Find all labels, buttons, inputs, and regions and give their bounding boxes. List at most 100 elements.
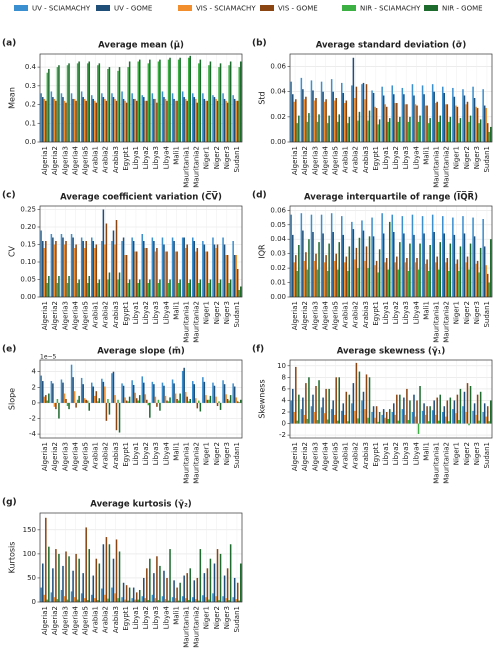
bar (127, 401, 129, 403)
bar (157, 61, 160, 142)
bar (157, 283, 160, 297)
bar (216, 244, 219, 297)
x-tick-label: Algeria3 (61, 442, 69, 471)
bar (423, 233, 425, 297)
bar (377, 421, 379, 424)
bar (316, 420, 319, 424)
bar (135, 592, 138, 602)
bar (228, 600, 230, 602)
bar (163, 97, 165, 142)
bar (479, 247, 482, 297)
bar (161, 382, 164, 403)
x-tick-label: Algeria1 (41, 301, 49, 330)
x-tick-label: Libya3 (402, 301, 410, 324)
bar (449, 116, 452, 142)
y-tick-label: 0.00 (270, 293, 286, 301)
bar (320, 407, 323, 424)
bar (328, 388, 330, 424)
bar (112, 230, 115, 297)
bar (429, 118, 431, 142)
bar (76, 283, 79, 297)
bar (147, 402, 150, 406)
bar (153, 573, 155, 602)
y-tick-label: 2 (32, 383, 36, 391)
bar (479, 391, 482, 424)
bar (143, 382, 145, 403)
bar (419, 386, 421, 424)
bar (439, 394, 441, 424)
bar (127, 600, 129, 602)
bar (233, 577, 236, 602)
bar (417, 121, 420, 142)
bar (355, 247, 358, 297)
bar (362, 230, 365, 297)
y-axis-label: Kurtosis (8, 542, 17, 574)
bar (466, 256, 469, 297)
bar (367, 417, 369, 424)
chart-title: Average interquartile of range (I̅Q̅R̅) (304, 191, 478, 203)
bar (179, 57, 181, 142)
bar (134, 392, 136, 403)
bar (137, 400, 139, 403)
y-tick-label: -2 (29, 415, 36, 423)
bar (216, 100, 219, 142)
bar (433, 400, 435, 424)
x-tick-label: Mauritania2 (193, 146, 201, 188)
y-tick-label: 0.03 (270, 250, 286, 258)
bar (135, 251, 138, 297)
bar (65, 241, 67, 297)
bar (52, 383, 54, 403)
bar (187, 600, 190, 602)
bar (437, 420, 440, 424)
bar (65, 399, 67, 403)
y-tick-label: 0.2 (25, 101, 36, 109)
bar (195, 398, 197, 403)
bar (443, 406, 446, 424)
bar (141, 376, 144, 403)
x-tick-label: Arabia2 (102, 442, 110, 469)
panel-label: (d) (252, 191, 267, 201)
bar (364, 99, 366, 142)
bar (101, 378, 103, 403)
bar (58, 65, 60, 142)
bar (179, 279, 181, 297)
bar (154, 598, 157, 602)
bar (202, 595, 204, 602)
bar (452, 87, 454, 142)
panel-label: (c) (2, 191, 16, 201)
legend-swatch (14, 5, 28, 11)
x-tick-label: Niger2 (213, 146, 221, 169)
bar (372, 406, 375, 424)
bar (212, 593, 214, 602)
x-tick-label: Arabia2 (352, 442, 360, 469)
bar (488, 131, 490, 142)
bar (171, 93, 174, 142)
bar (333, 260, 336, 297)
bar (431, 84, 434, 142)
bar (290, 81, 293, 142)
bar (78, 558, 80, 602)
x-tick-label: Algeria5 (81, 442, 89, 471)
y-tick-label: 0.05 (270, 221, 286, 229)
bar (367, 268, 369, 297)
bar (209, 279, 212, 297)
bar (76, 399, 79, 403)
bar (226, 255, 229, 297)
bar (215, 248, 217, 297)
x-tick-label: Arabia3 (362, 146, 370, 173)
bar (105, 100, 108, 142)
bar (198, 600, 200, 602)
bar (306, 418, 309, 424)
bar (416, 258, 418, 297)
bar (320, 81, 323, 142)
bar (445, 104, 447, 142)
x-tick-label: Mali1 (172, 146, 180, 165)
bar (95, 391, 98, 403)
bar (46, 283, 49, 297)
x-tick-label: Algeria3 (61, 606, 69, 635)
bar (177, 59, 180, 142)
bar (417, 269, 420, 297)
bar (118, 551, 121, 602)
bar (448, 121, 450, 142)
x-tick-label: Algeria2 (301, 301, 309, 330)
